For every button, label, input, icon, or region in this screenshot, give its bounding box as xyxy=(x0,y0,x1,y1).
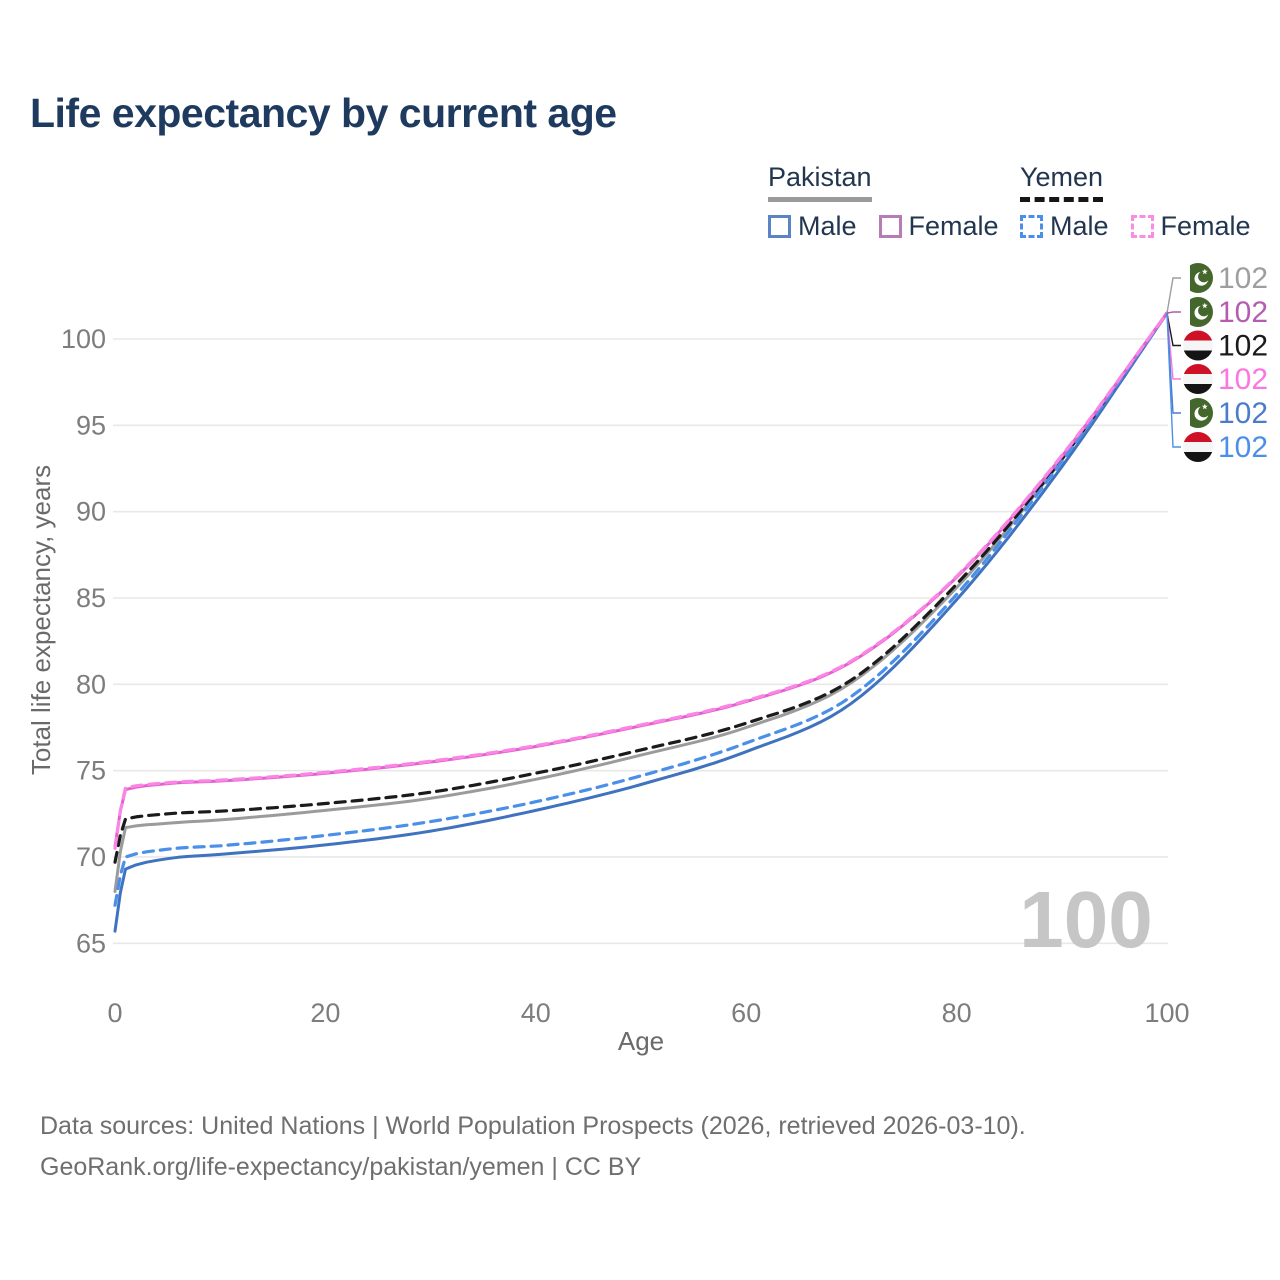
flag-icon-pakistan xyxy=(1183,297,1213,327)
x-tick-label-100: 100 xyxy=(1144,998,1189,1028)
age-counter-watermark: 100 xyxy=(1019,875,1153,964)
legend-item-label: Male xyxy=(798,211,857,241)
y-tick-label-80: 80 xyxy=(76,669,106,699)
end-value-label: 102 xyxy=(1218,363,1268,396)
yemen-female-swatch-icon xyxy=(1130,215,1154,238)
yemen-male-swatch-icon xyxy=(1020,215,1043,238)
x-tick-label-20: 20 xyxy=(310,998,340,1028)
series-line-yemen-both-sexes xyxy=(113,311,1169,864)
flag-icon-yemen xyxy=(1183,330,1213,361)
series-line-yemen-male xyxy=(113,311,1169,907)
y-tick-label-95: 95 xyxy=(76,410,106,440)
end-label-leader xyxy=(1166,312,1181,347)
y-tick-label-90: 90 xyxy=(76,497,106,527)
legend-item-yemen-female: Female xyxy=(1130,211,1251,242)
flag-icon-pakistan xyxy=(1183,263,1213,293)
end-value-label: 102 xyxy=(1218,431,1268,464)
page-title: Life expectancy by current age xyxy=(30,90,617,136)
series-line-pakistan-male xyxy=(113,311,1169,933)
y-tick-label-70: 70 xyxy=(76,842,106,872)
y-tick-label-65: 65 xyxy=(76,928,106,958)
pakistan-female-swatch-icon xyxy=(878,215,902,238)
legend-item-label: Female xyxy=(1160,211,1251,241)
x-tick-label-0: 0 xyxy=(107,998,122,1028)
legend-item-pakistan-female: Female xyxy=(878,211,999,242)
end-label-leader xyxy=(1166,311,1181,314)
end-value-label: 102 xyxy=(1218,296,1268,329)
end-value-label: 102 xyxy=(1218,330,1268,363)
x-axis-title: Age xyxy=(618,1026,664,1056)
end-label-leader xyxy=(1166,313,1181,448)
end-label-leader xyxy=(1166,277,1181,314)
legend-item-label: Female xyxy=(908,211,999,241)
y-axis-title: Total life expectancy, years xyxy=(26,465,56,775)
data-source-line1: Data sources: United Nations | World Pop… xyxy=(40,1112,1026,1140)
series-line-pakistan-both-sexes xyxy=(113,311,1169,893)
y-tick-label-75: 75 xyxy=(76,756,106,786)
end-value-label: 102 xyxy=(1218,262,1268,295)
flag-icon-yemen xyxy=(1183,432,1213,462)
flag-icon-yemen xyxy=(1183,364,1213,394)
series-line-pakistan-female xyxy=(113,311,1169,849)
data-source-line2: GeoRank.org/life-expectancy/pakistan/yem… xyxy=(40,1153,642,1181)
x-tick-label-40: 40 xyxy=(521,998,551,1028)
x-tick-label-60: 60 xyxy=(731,998,761,1028)
data-source-note: Data sources: United Nations | World Pop… xyxy=(40,1106,1026,1188)
x-tick-label-80: 80 xyxy=(942,998,972,1028)
y-tick-label-85: 85 xyxy=(76,583,106,613)
legend-group-yemen: Yemen Male Female xyxy=(1020,162,1251,242)
legend-group-pakistan: Pakistan Male Female xyxy=(768,162,999,242)
y-tick-label-100: 100 xyxy=(61,324,106,354)
legend-item-label: Male xyxy=(1050,211,1109,241)
end-value-label: 102 xyxy=(1218,397,1268,430)
series-line-yemen-female xyxy=(113,311,1169,850)
pakistan-male-swatch-icon xyxy=(768,215,791,238)
legend-country-yemen: Yemen xyxy=(1020,162,1104,202)
legend-item-pakistan-male: Male xyxy=(768,211,857,242)
flag-icon-pakistan xyxy=(1183,398,1213,428)
legend-item-yemen-male: Male xyxy=(1020,211,1109,242)
legend-country-pakistan: Pakistan xyxy=(768,162,872,202)
